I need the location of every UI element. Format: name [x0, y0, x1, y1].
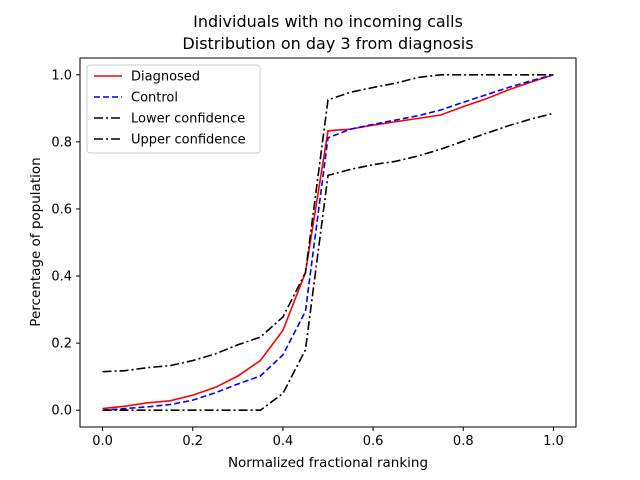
series-line-2: [102, 112, 554, 412]
y-axis-ticks: 0.0 0.2 0.4 0.6 0.8 1.0: [51, 68, 80, 419]
legend-label-1: Control: [131, 91, 178, 106]
y-tick-label: 0.2: [51, 337, 72, 352]
chart-title-line-2: Distribution on day 3 from diagnosis: [182, 34, 473, 53]
y-tick-label: 0.4: [51, 270, 72, 285]
chart-title-line-1: Individuals with no incoming calls: [193, 12, 463, 31]
legend: Diagnosed Control Lower confidence Upper co…: [86, 64, 261, 154]
x-tick-label: 1.0: [543, 434, 564, 449]
plot-lines: [102, 73, 554, 412]
legend-label-3: Upper confidence: [131, 133, 246, 148]
y-tick-label: 0.6: [51, 202, 72, 217]
x-axis-ticks: 0.0 0.2 0.4 0.6 0.8 1.0: [92, 427, 564, 449]
legend-label-0: Diagnosed: [131, 70, 200, 85]
series-line-1: [102, 73, 554, 412]
y-tick-label: 0.8: [51, 135, 72, 150]
y-axis-label: Percentage of population: [28, 157, 44, 326]
y-tick-label: 0.0: [51, 404, 72, 419]
x-tick-label: 0.6: [363, 434, 384, 449]
legend-label-2: Lower confidence: [131, 112, 245, 127]
x-tick-label: 0.2: [182, 434, 203, 449]
y-tick-label: 1.0: [51, 68, 72, 83]
series-line-3: [102, 73, 554, 373]
x-axis-label: Normalized fractional ranking: [228, 455, 428, 471]
series-line-0: [102, 74, 554, 410]
plot-area-border: [79, 57, 577, 428]
legend-box: [86, 64, 261, 154]
x-tick-label: 0.4: [273, 434, 294, 449]
axes-frame: [79, 57, 577, 428]
x-tick-label: 0.0: [92, 434, 113, 449]
x-tick-label: 0.8: [453, 434, 474, 449]
